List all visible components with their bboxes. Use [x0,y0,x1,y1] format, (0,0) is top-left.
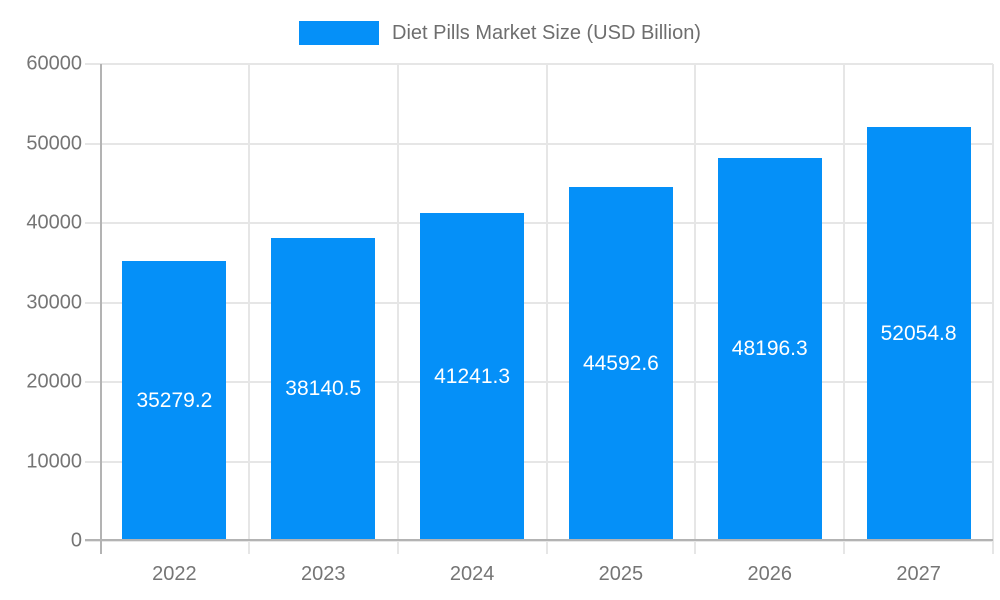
x-axis-line [85,539,993,541]
x-axis-tick-label: 2025 [598,563,644,585]
bar-value-label: 38140.5 [285,377,362,401]
bar-value-label: 41241.3 [434,365,511,389]
x-gridline [545,64,548,554]
bar-2026: 48196.3 [717,157,822,541]
y-gridline [85,142,993,145]
bar-value-label: 44592.6 [582,351,659,375]
y-axis-tick-label: 20000 [26,370,82,393]
x-axis-tick-label: 2023 [301,563,346,585]
y-gridline [85,460,993,463]
y-axis-line [100,64,102,554]
bar-2023: 38140.5 [271,237,376,541]
bar-value-label: 35279.2 [136,388,213,412]
bar-2022: 35279.2 [122,260,227,541]
x-gridline [992,64,994,554]
bar-value-label: 52054.8 [880,322,957,346]
y-gridline [85,301,993,304]
bar-2025: 44592.6 [568,186,673,541]
y-axis-tick-label: 30000 [26,291,82,313]
legend: Diet Pills Market Size (USD Billion) [0,21,1000,45]
y-axis-tick-label: 40000 [26,211,82,234]
bar-2027: 52054.8 [866,127,971,541]
x-axis-tick-label: 2026 [747,563,793,585]
y-gridline [85,222,993,224]
plot-area: 0 10000 20000 30000 40000 50000 60000 35279.2 20… [26,53,994,585]
y-gridline [85,63,993,65]
x-gridline [247,64,250,554]
x-axis-tick-label: 2024 [449,563,495,585]
x-axis-tick-label: 2022 [152,563,197,585]
x-gridline [396,64,399,554]
y-axis-tick-label: 60000 [26,52,82,75]
y-gridline [85,540,993,542]
legend-label: Diet Pills Market Size (USD Billion) [392,22,701,44]
y-gridline [85,381,993,383]
y-axis-tick-label: 0 [70,529,82,552]
x-gridline [694,64,697,554]
bar-2024: 41241.3 [420,213,525,541]
bar-value-label: 48196.3 [731,337,808,361]
y-axis-tick-label: 50000 [26,132,82,154]
x-gridline [843,64,846,554]
legend-swatch [299,21,380,45]
y-axis-tick-label: 10000 [26,450,82,472]
x-axis-tick-label: 2027 [896,563,941,585]
